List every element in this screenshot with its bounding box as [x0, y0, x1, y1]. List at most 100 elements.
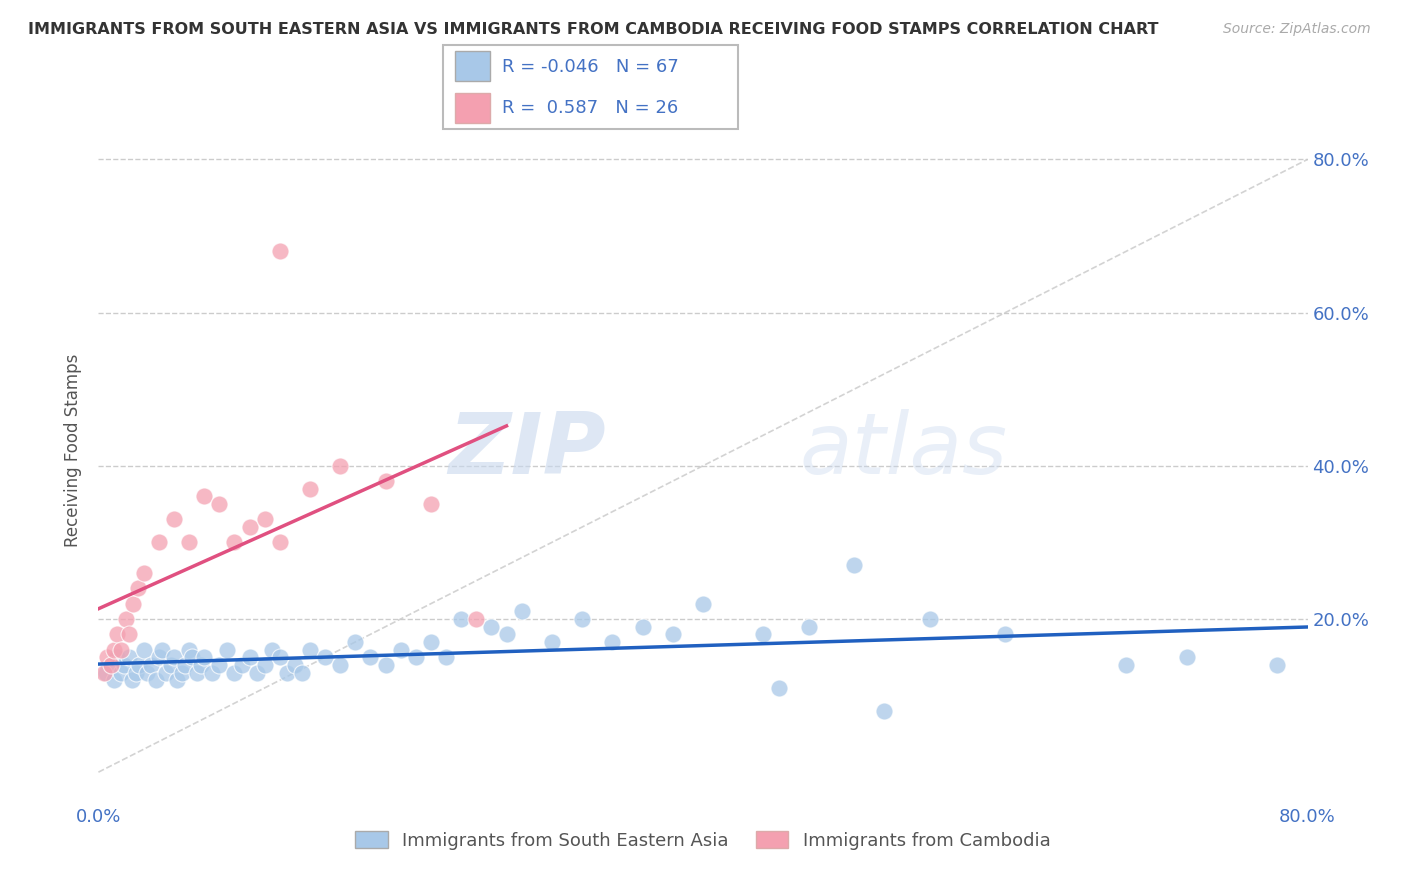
- Point: [148, 650, 170, 665]
- Point: [389, 642, 412, 657]
- Point: [145, 673, 167, 688]
- Point: [208, 657, 231, 672]
- Point: [110, 642, 132, 657]
- Point: [1267, 657, 1289, 672]
- Point: [190, 657, 212, 672]
- Point: [105, 627, 128, 641]
- Point: [844, 558, 866, 573]
- Point: [360, 650, 382, 665]
- Point: [122, 597, 145, 611]
- Point: [253, 512, 276, 526]
- Point: [450, 612, 472, 626]
- Point: [269, 650, 291, 665]
- Point: [118, 627, 141, 641]
- Point: [150, 642, 173, 657]
- Point: [299, 642, 322, 657]
- Point: [141, 657, 163, 672]
- Text: ZIP: ZIP: [449, 409, 606, 492]
- Point: [262, 642, 284, 657]
- Point: [103, 642, 125, 657]
- Text: R =  0.587   N = 26: R = 0.587 N = 26: [502, 99, 678, 117]
- Text: Source: ZipAtlas.com: Source: ZipAtlas.com: [1223, 22, 1371, 37]
- Point: [873, 704, 896, 718]
- Text: atlas: atlas: [800, 409, 1008, 492]
- Point: [118, 650, 141, 665]
- Point: [132, 642, 155, 657]
- Point: [193, 490, 215, 504]
- Point: [135, 665, 157, 680]
- Point: [481, 619, 503, 633]
- Point: [420, 497, 443, 511]
- Point: [128, 657, 150, 672]
- Point: [374, 474, 396, 488]
- Point: [405, 650, 427, 665]
- Point: [1175, 650, 1198, 665]
- Point: [540, 635, 562, 649]
- Point: [121, 673, 143, 688]
- Text: IMMIGRANTS FROM SOUTH EASTERN ASIA VS IMMIGRANTS FROM CAMBODIA RECEIVING FOOD ST: IMMIGRANTS FROM SOUTH EASTERN ASIA VS IM…: [28, 22, 1159, 37]
- Point: [420, 635, 443, 649]
- Point: [692, 597, 714, 611]
- Point: [1115, 657, 1137, 672]
- Point: [201, 665, 224, 680]
- FancyBboxPatch shape: [454, 93, 491, 122]
- Point: [291, 665, 314, 680]
- Point: [132, 566, 155, 580]
- Point: [186, 665, 208, 680]
- Point: [661, 627, 683, 641]
- Point: [127, 582, 149, 596]
- Point: [918, 612, 941, 626]
- Point: [163, 650, 186, 665]
- Point: [224, 535, 246, 549]
- Point: [374, 657, 396, 672]
- Text: R = -0.046   N = 67: R = -0.046 N = 67: [502, 58, 679, 76]
- Point: [239, 520, 262, 534]
- Point: [155, 665, 177, 680]
- Point: [100, 657, 122, 672]
- Point: [173, 657, 195, 672]
- Point: [96, 650, 118, 665]
- Point: [208, 497, 231, 511]
- Point: [276, 665, 298, 680]
- FancyBboxPatch shape: [454, 52, 491, 81]
- Point: [112, 657, 135, 672]
- Point: [994, 627, 1017, 641]
- Point: [314, 650, 336, 665]
- Point: [170, 665, 193, 680]
- Point: [631, 619, 654, 633]
- Point: [105, 650, 128, 665]
- Point: [224, 665, 246, 680]
- Point: [768, 681, 790, 695]
- Point: [571, 612, 593, 626]
- Point: [329, 458, 352, 473]
- Point: [253, 657, 276, 672]
- Point: [94, 665, 117, 680]
- Point: [344, 635, 367, 649]
- Point: [239, 650, 262, 665]
- Point: [100, 657, 122, 672]
- FancyBboxPatch shape: [443, 45, 738, 129]
- Point: [510, 604, 533, 618]
- Point: [93, 665, 115, 680]
- Point: [231, 657, 253, 672]
- Point: [103, 673, 125, 688]
- Point: [284, 657, 307, 672]
- Point: [269, 244, 291, 259]
- Legend: Immigrants from South Eastern Asia, Immigrants from Cambodia: Immigrants from South Eastern Asia, Immi…: [349, 824, 1057, 857]
- Point: [752, 627, 775, 641]
- Point: [110, 665, 132, 680]
- Point: [269, 535, 291, 549]
- Point: [148, 535, 170, 549]
- Point: [465, 612, 488, 626]
- Point: [602, 635, 624, 649]
- Point: [299, 482, 322, 496]
- Point: [125, 665, 148, 680]
- Point: [114, 612, 136, 626]
- Point: [495, 627, 517, 641]
- Point: [160, 657, 183, 672]
- Point: [179, 535, 201, 549]
- Point: [179, 642, 201, 657]
- Point: [246, 665, 269, 680]
- Point: [166, 673, 188, 688]
- Point: [797, 619, 820, 633]
